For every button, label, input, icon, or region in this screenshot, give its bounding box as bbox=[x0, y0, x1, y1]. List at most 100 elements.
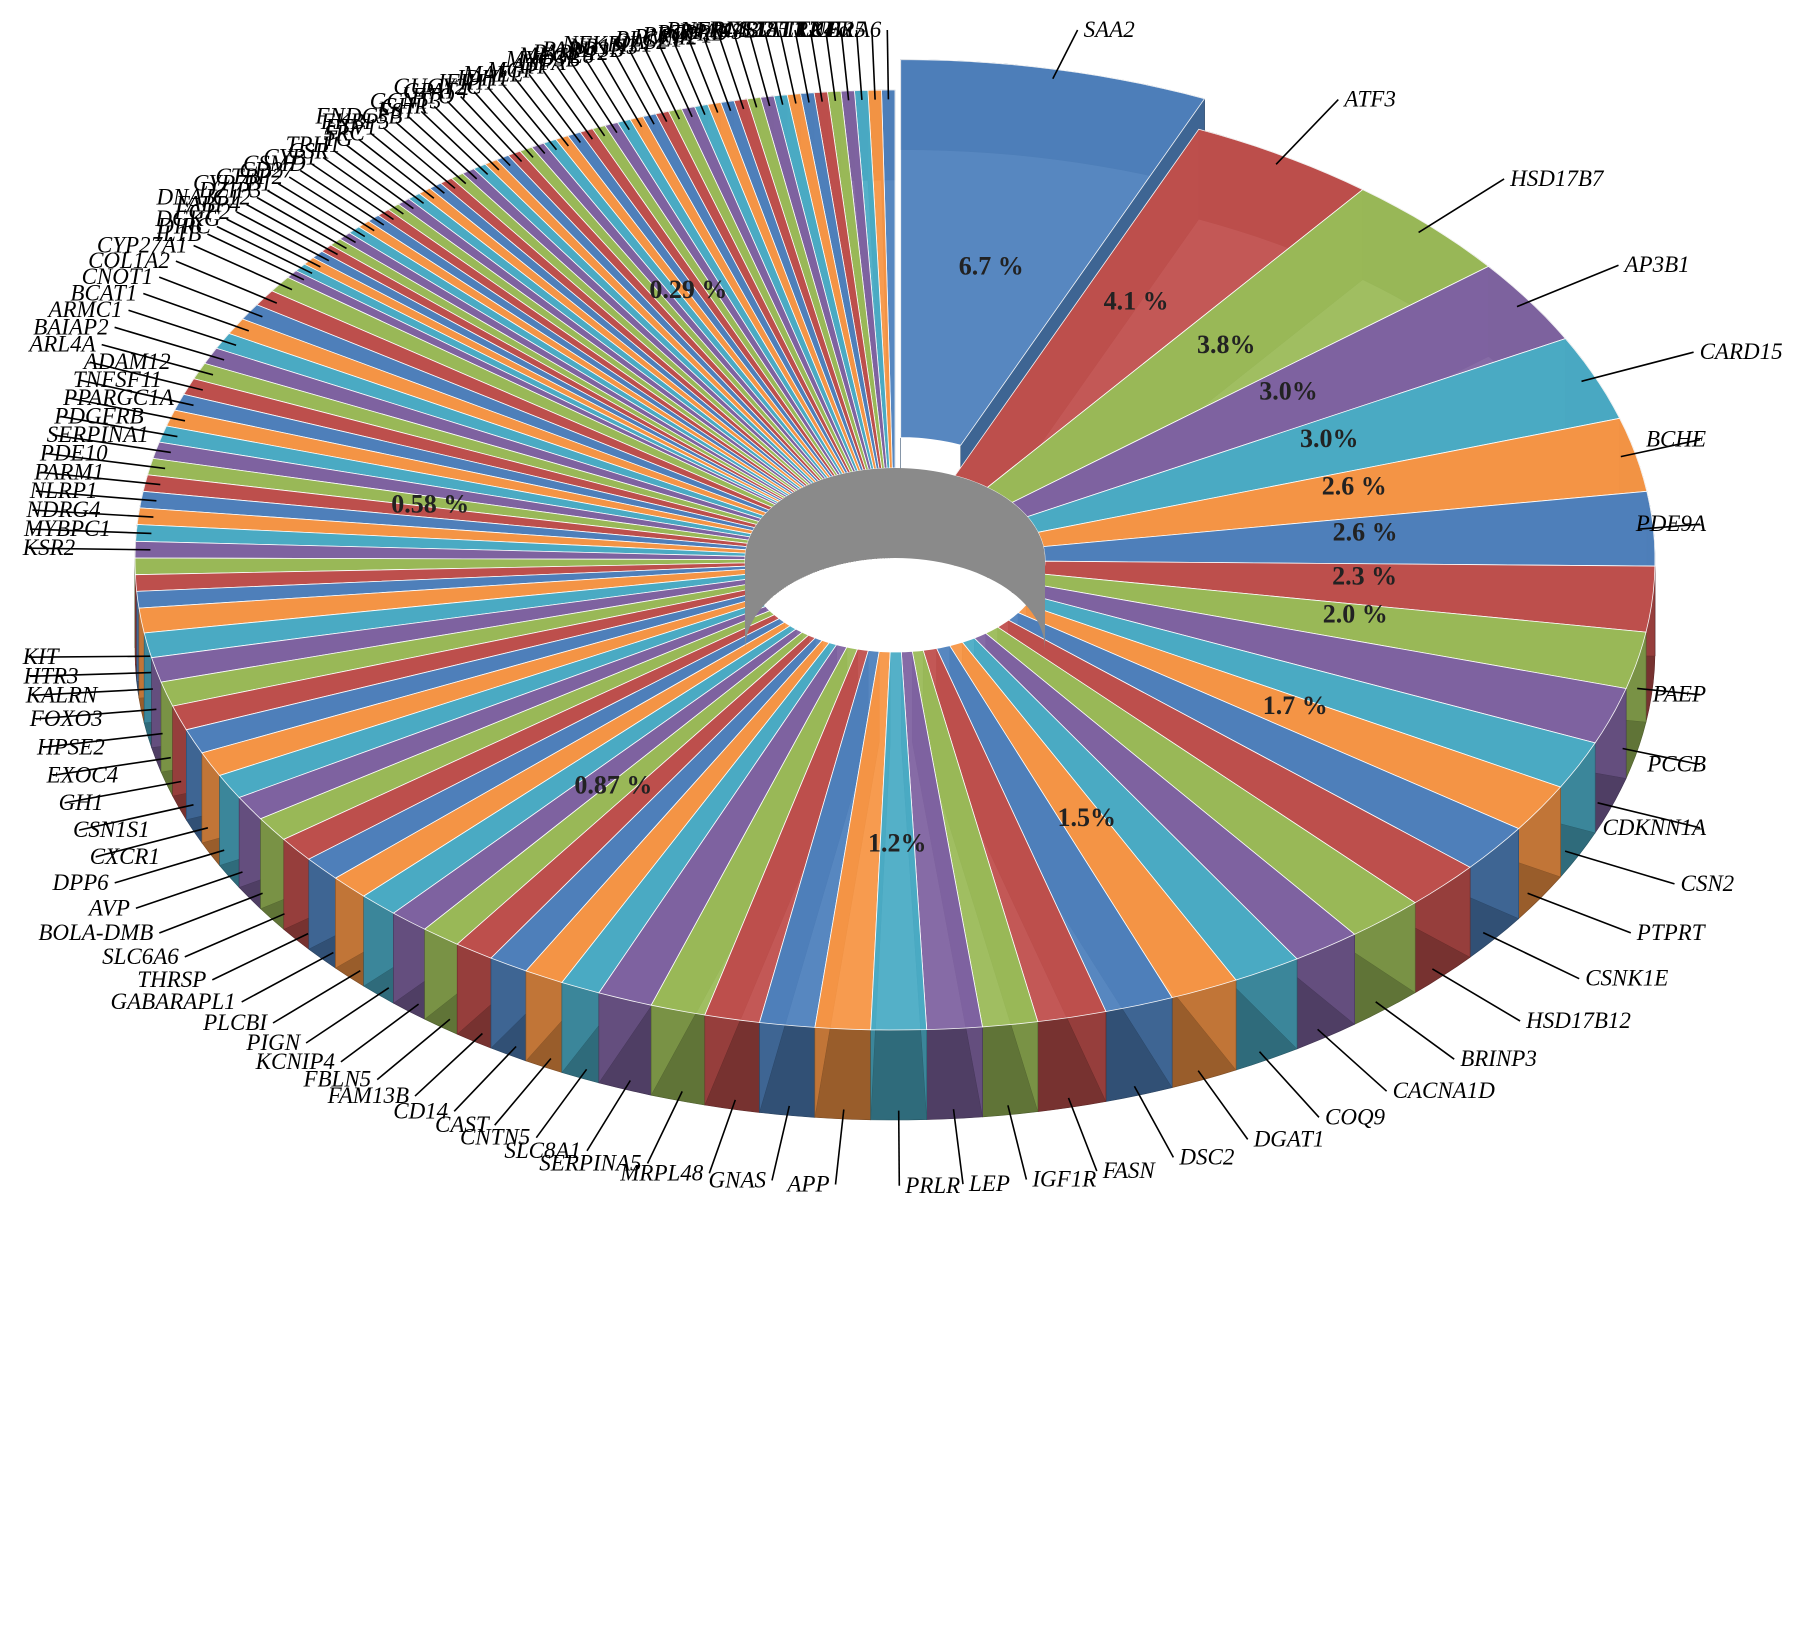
leader-line bbox=[135, 871, 243, 910]
slice-label: TG bbox=[323, 126, 353, 151]
slice-label: OAS2 bbox=[614, 29, 668, 54]
leader-line bbox=[207, 233, 305, 281]
leader-line bbox=[658, 44, 693, 118]
leader-line bbox=[643, 46, 681, 120]
slice-label: SRC bbox=[324, 120, 366, 145]
percent-label: 0.29 % bbox=[649, 275, 727, 304]
leader-line bbox=[32, 509, 154, 518]
slice-label: PARP12 bbox=[532, 40, 609, 65]
leader-line bbox=[193, 244, 293, 291]
slice-label: DGAT1 bbox=[1253, 1126, 1325, 1151]
leader-line bbox=[277, 183, 366, 238]
slice-label: PLCBI bbox=[202, 1010, 268, 1035]
slice-label: PARM1 bbox=[33, 459, 104, 484]
leader-line bbox=[446, 100, 511, 167]
leader-line bbox=[1482, 931, 1580, 980]
leader-line bbox=[646, 1091, 683, 1164]
slice-label: GABARAPL1 bbox=[110, 989, 235, 1014]
leader-line bbox=[420, 110, 489, 175]
slice-label: PTPRT bbox=[1636, 920, 1707, 945]
slice-label: COL1A2 bbox=[88, 248, 170, 273]
leader-line bbox=[114, 849, 225, 884]
slice-label: PCCB bbox=[1646, 752, 1706, 777]
slice-label: RNF144B bbox=[665, 17, 758, 42]
leader-line bbox=[778, 29, 797, 104]
leader-line bbox=[855, 29, 863, 100]
slice-label: ETV1 bbox=[324, 115, 377, 140]
percent-label: 1.5% bbox=[1058, 803, 1117, 832]
slice-label: ADAM12 bbox=[82, 349, 171, 374]
leader-lines bbox=[28, 29, 1701, 1186]
slice-label: DPP6 bbox=[51, 870, 109, 895]
leader-line bbox=[586, 1080, 631, 1152]
slice-label: MGP bbox=[486, 57, 537, 82]
leader-line bbox=[1620, 438, 1701, 458]
slice-label: IGF1R bbox=[1031, 1167, 1096, 1192]
percent-label: 2.6 % bbox=[1333, 518, 1398, 547]
slice-label: MFGE8 bbox=[518, 43, 595, 68]
leader-line bbox=[1133, 1085, 1175, 1158]
leader-line bbox=[35, 708, 157, 720]
slice-APP bbox=[814, 651, 891, 1031]
slice-tops bbox=[134, 59, 1656, 1031]
slice-label: STAT1 bbox=[744, 17, 804, 42]
slice-label: ATF bbox=[509, 54, 552, 79]
percent-label: 4.1 % bbox=[1104, 287, 1169, 316]
leader-line bbox=[226, 218, 321, 268]
slice-label: LIPA bbox=[519, 50, 567, 75]
leader-line bbox=[703, 37, 732, 112]
leader-line bbox=[52, 756, 171, 777]
percent-label: 2.0 % bbox=[1323, 599, 1388, 628]
leader-line bbox=[159, 892, 263, 934]
leader-line bbox=[1197, 1070, 1249, 1140]
slice-label: BOLA-DMB bbox=[38, 920, 153, 945]
slice-label: PPARGC1A bbox=[62, 385, 175, 410]
slice-label: KCNIP4 bbox=[255, 1049, 335, 1074]
slice-label: DSC2 bbox=[1178, 1144, 1234, 1169]
leader-line bbox=[1638, 523, 1701, 530]
percent-label: 3.0% bbox=[1300, 424, 1359, 453]
slice-label: CYP27A1 bbox=[97, 233, 188, 258]
slice-label: RPAP3 bbox=[677, 19, 743, 44]
slice-label: UBR5 bbox=[810, 17, 866, 42]
slice-label: BCAT1 bbox=[70, 281, 137, 306]
percent-labels: 6.7 %4.1 %3.8%3.0%3.0%2.6 %2.6 %2.3 %2.0… bbox=[391, 252, 1397, 858]
leader-line bbox=[1052, 29, 1079, 80]
slice-label: RNF185 bbox=[710, 17, 789, 42]
slice-label: SERPINA5 bbox=[539, 1151, 641, 1176]
leader-line bbox=[535, 1068, 588, 1139]
slice-label: PROP1 bbox=[642, 22, 713, 47]
slice-label: KSR2 bbox=[22, 535, 75, 560]
slice-SAA2 bbox=[900, 59, 1206, 446]
leader-line bbox=[834, 1109, 845, 1185]
percent-label: 1.7 % bbox=[1263, 691, 1328, 720]
leader-line bbox=[599, 55, 643, 128]
slice-label: PDE9A bbox=[1635, 511, 1707, 536]
slice-label: CYP7B1 bbox=[193, 171, 272, 196]
slice-label: SERPINA1 bbox=[47, 422, 149, 447]
leader-line bbox=[897, 1110, 901, 1186]
leader-line bbox=[794, 29, 810, 103]
leader-line bbox=[241, 951, 334, 1003]
percent-label: 3.8% bbox=[1197, 330, 1256, 359]
slice-label: SLC6A6 bbox=[102, 944, 179, 969]
slice-label: HSD17B7 bbox=[1509, 166, 1605, 191]
leader-line bbox=[29, 671, 152, 678]
leader-line bbox=[158, 276, 263, 318]
leader-line bbox=[256, 196, 347, 250]
leader-line bbox=[236, 211, 330, 262]
leader-line bbox=[407, 116, 478, 180]
slice-labels: SAA2 ATF3 HSD17B7 AP3B1 CARD15 BCHE PDE9A PAEP P… bbox=[22, 17, 1783, 1198]
slice-label: MYO3B bbox=[505, 47, 580, 72]
leader-line bbox=[460, 95, 523, 163]
leader-line bbox=[78, 804, 194, 831]
slice-label: NLRP1 bbox=[29, 478, 98, 503]
leader-line bbox=[570, 62, 618, 134]
slice-label: ARL4A bbox=[27, 332, 96, 357]
slice-label: HTR3 bbox=[23, 663, 79, 688]
slice-label: FTO bbox=[411, 83, 455, 108]
leader-line bbox=[453, 1045, 517, 1112]
slice-label: PIGN bbox=[245, 1030, 301, 1055]
leader-line bbox=[556, 66, 606, 137]
leader-line bbox=[143, 292, 250, 332]
